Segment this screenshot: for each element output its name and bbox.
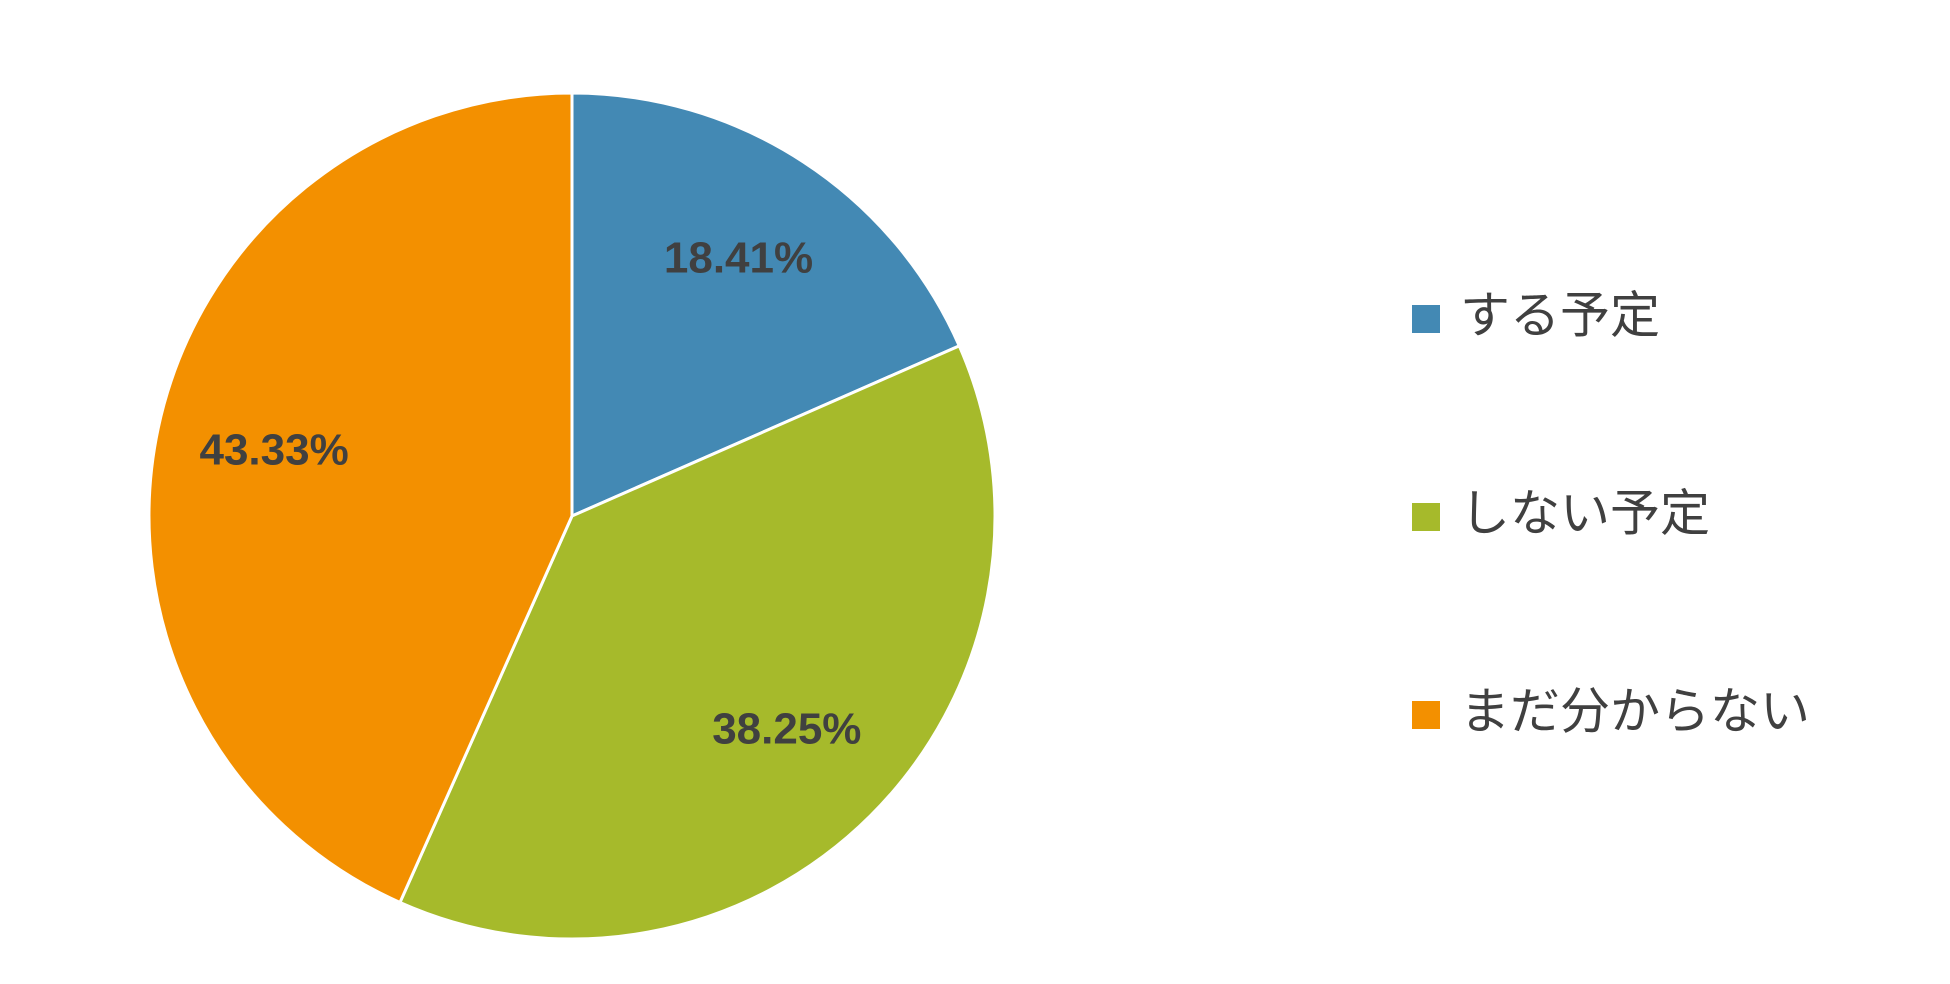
data-label: 43.33% (199, 425, 348, 474)
pie-slice (147, 91, 574, 905)
data-label: 38.25% (712, 705, 861, 754)
legend-swatch (1412, 701, 1440, 729)
legend-label: しない予定 (1460, 485, 1710, 543)
legend-swatch (1412, 503, 1440, 531)
legend-label: まだ分からない (1460, 683, 1810, 741)
legend-label: する予定 (1460, 287, 1660, 345)
data-label: 18.41% (664, 234, 813, 283)
legend-swatch (1412, 305, 1440, 333)
pie-slice (570, 91, 962, 519)
pie-slice (397, 343, 997, 941)
